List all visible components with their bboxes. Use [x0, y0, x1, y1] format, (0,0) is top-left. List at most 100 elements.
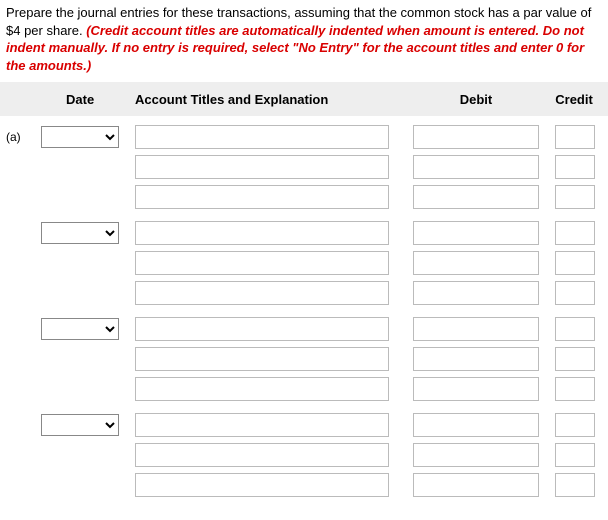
credit-cell	[549, 443, 608, 467]
journal-row	[0, 218, 608, 248]
account-title-input[interactable]	[135, 377, 389, 401]
credit-cell	[549, 473, 608, 497]
debit-input[interactable]	[413, 317, 540, 341]
account-title-input[interactable]	[135, 281, 389, 305]
account-cell	[129, 443, 403, 467]
debit-cell	[403, 317, 550, 341]
account-cell	[129, 317, 403, 341]
journal-row	[0, 440, 608, 470]
credit-cell	[549, 377, 608, 401]
credit-input[interactable]	[555, 125, 595, 149]
account-title-input[interactable]	[135, 317, 389, 341]
debit-cell	[403, 251, 550, 275]
debit-cell	[403, 443, 550, 467]
credit-cell	[549, 155, 608, 179]
journal-row	[0, 470, 608, 500]
debit-cell	[403, 473, 550, 497]
account-cell	[129, 347, 403, 371]
credit-input[interactable]	[555, 185, 595, 209]
debit-input[interactable]	[413, 185, 540, 209]
account-cell	[129, 221, 403, 245]
debit-input[interactable]	[413, 443, 540, 467]
row-part-label: (a)	[0, 130, 31, 144]
date-select[interactable]	[41, 126, 119, 148]
debit-input[interactable]	[413, 221, 540, 245]
debit-input[interactable]	[413, 125, 540, 149]
credit-cell	[549, 281, 608, 305]
date-cell	[31, 318, 129, 340]
debit-cell	[403, 221, 550, 245]
credit-cell	[549, 221, 608, 245]
journal-row	[0, 314, 608, 344]
account-cell	[129, 413, 403, 437]
account-title-input[interactable]	[135, 251, 389, 275]
header-credit: Credit	[549, 92, 608, 107]
date-cell	[31, 126, 129, 148]
debit-cell	[403, 377, 550, 401]
date-cell	[31, 222, 129, 244]
account-title-input[interactable]	[135, 125, 389, 149]
credit-input[interactable]	[555, 473, 595, 497]
instructions-red: (Credit account titles are automatically…	[6, 23, 584, 73]
credit-cell	[549, 251, 608, 275]
header-date: Date	[31, 92, 129, 107]
date-cell	[31, 414, 129, 436]
credit-input[interactable]	[555, 443, 595, 467]
account-title-input[interactable]	[135, 347, 389, 371]
credit-input[interactable]	[555, 377, 595, 401]
credit-cell	[549, 185, 608, 209]
journal-row	[0, 278, 608, 308]
account-title-input[interactable]	[135, 413, 389, 437]
debit-cell	[403, 155, 550, 179]
credit-input[interactable]	[555, 347, 595, 371]
account-title-input[interactable]	[135, 473, 389, 497]
account-cell	[129, 125, 403, 149]
instructions-block: Prepare the journal entries for these tr…	[0, 0, 608, 82]
credit-input[interactable]	[555, 317, 595, 341]
credit-cell	[549, 413, 608, 437]
journal-row	[0, 248, 608, 278]
table-header-row: Date Account Titles and Explanation Debi…	[0, 82, 608, 116]
header-debit: Debit	[403, 92, 550, 107]
debit-input[interactable]	[413, 251, 540, 275]
account-cell	[129, 473, 403, 497]
credit-input[interactable]	[555, 413, 595, 437]
debit-input[interactable]	[413, 413, 540, 437]
account-title-input[interactable]	[135, 155, 389, 179]
credit-cell	[549, 317, 608, 341]
debit-cell	[403, 347, 550, 371]
credit-cell	[549, 347, 608, 371]
journal-row	[0, 374, 608, 404]
journal-row	[0, 410, 608, 440]
journal-row: (a)	[0, 122, 608, 152]
debit-cell	[403, 281, 550, 305]
date-select[interactable]	[41, 414, 119, 436]
account-cell	[129, 155, 403, 179]
debit-input[interactable]	[413, 347, 540, 371]
account-title-input[interactable]	[135, 185, 389, 209]
credit-input[interactable]	[555, 251, 595, 275]
credit-cell	[549, 125, 608, 149]
debit-cell	[403, 185, 550, 209]
debit-input[interactable]	[413, 281, 540, 305]
date-select[interactable]	[41, 222, 119, 244]
journal-row	[0, 182, 608, 212]
credit-input[interactable]	[555, 281, 595, 305]
account-title-input[interactable]	[135, 443, 389, 467]
credit-input[interactable]	[555, 155, 595, 179]
header-account: Account Titles and Explanation	[129, 92, 403, 107]
date-select[interactable]	[41, 318, 119, 340]
account-cell	[129, 281, 403, 305]
account-cell	[129, 251, 403, 275]
credit-input[interactable]	[555, 221, 595, 245]
debit-cell	[403, 413, 550, 437]
debit-cell	[403, 125, 550, 149]
debit-input[interactable]	[413, 377, 540, 401]
account-title-input[interactable]	[135, 221, 389, 245]
debit-input[interactable]	[413, 155, 540, 179]
account-cell	[129, 185, 403, 209]
journal-row	[0, 344, 608, 374]
debit-input[interactable]	[413, 473, 540, 497]
journal-row	[0, 152, 608, 182]
journal-body: (a)	[0, 116, 608, 500]
